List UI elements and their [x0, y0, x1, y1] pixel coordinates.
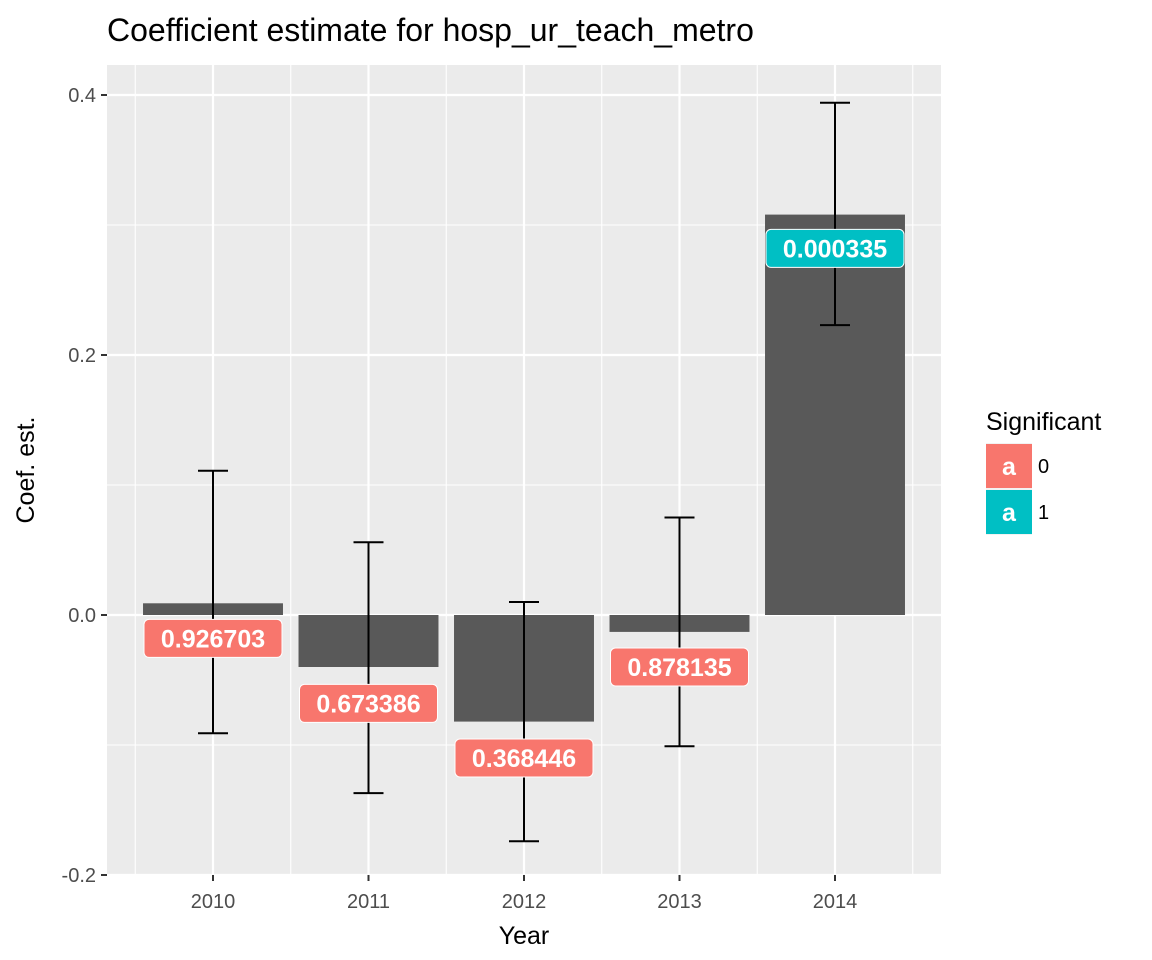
data-label-2011: 0.673386: [299, 683, 438, 723]
legend: Significant a 0a 1: [986, 408, 1101, 535]
y-tick-label: 0.2: [68, 345, 96, 367]
plot-panel: 0.926703 0.673386 0.368446 0.878135 0.000335: [107, 65, 941, 877]
y-axis-title: Coef. est.: [12, 417, 40, 524]
chart-title: Coefficient estimate for hosp_ur_teach_m…: [107, 12, 754, 48]
data-label-2010: 0.926703: [143, 618, 283, 658]
error-bar-2010: [198, 469, 228, 735]
data-label-text: 0.368446: [472, 745, 576, 773]
y-axis: -0.2 0.0 0.2 0.4: [62, 85, 107, 887]
error-bar-2014: [820, 101, 850, 327]
legend-label: 0: [1038, 456, 1049, 478]
error-bar-2011: [353, 541, 384, 795]
y-tick-label: 0.0: [68, 605, 96, 627]
data-label-text: 0.000335: [783, 235, 887, 263]
legend-label: 1: [1038, 502, 1049, 524]
y-tick-label: 0.4: [68, 85, 96, 107]
error-bar-2013: [664, 516, 695, 748]
legend-key: [986, 444, 1032, 488]
y-tick-label: -0.2: [62, 865, 96, 887]
data-label-2012: 0.368446: [454, 738, 594, 778]
data-label-box: [299, 683, 438, 723]
error-bar-2012: [509, 601, 539, 843]
x-axis: 2010 2011 2012 2013 2014: [191, 875, 858, 913]
data-label-box: [143, 618, 283, 658]
data-label-2014: 0.000335: [765, 228, 905, 268]
data-label-box: [610, 647, 749, 687]
data-label-2013: 0.878135: [610, 647, 749, 687]
x-tick-label: 2012: [502, 891, 547, 913]
legend-key-glyph: a: [1002, 453, 1017, 481]
x-tick-label: 2010: [191, 891, 236, 913]
x-tick-label: 2014: [813, 891, 858, 913]
x-tick-label: 2011: [347, 891, 390, 913]
x-axis-title: Year: [499, 922, 550, 950]
legend-key-glyph: a: [1002, 499, 1017, 527]
x-tick-label: 2013: [657, 891, 702, 913]
data-label-text: 0.926703: [161, 625, 265, 653]
legend-title: Significant: [986, 408, 1101, 436]
data-label-box: [765, 228, 905, 268]
data-label-text: 0.878135: [627, 654, 731, 682]
data-label-text: 0.673386: [316, 690, 420, 718]
legend-key: [986, 490, 1032, 534]
data-label-box: [454, 738, 594, 778]
